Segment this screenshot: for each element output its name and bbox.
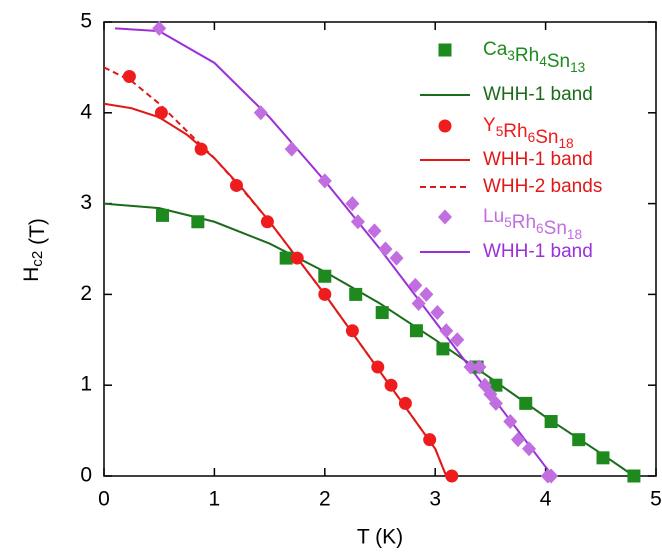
fit-line: [103, 66, 448, 477]
legend-label: Lu5Rh6Sn18: [483, 206, 583, 242]
x-tick-label: 4: [540, 488, 552, 511]
x-tick-label: 0: [98, 488, 110, 511]
data-point: [318, 269, 332, 283]
data-point: [229, 178, 243, 192]
x-axis-label: T (K): [357, 526, 403, 549]
y-tick-label: 4: [80, 100, 92, 123]
y-axis-label: Hc2 (T): [20, 218, 49, 282]
data-point: [191, 215, 205, 229]
data-point: [489, 378, 503, 392]
x-tick-label: 5: [650, 488, 662, 511]
data-point: [463, 359, 478, 375]
data-point: [156, 208, 170, 222]
legend-label: WHH-1 band: [483, 149, 593, 170]
data-point: [572, 433, 586, 447]
fit-line: [103, 102, 448, 477]
data-point: [345, 324, 359, 338]
legend-label: Y5Rh6Sn18: [483, 115, 574, 151]
data-point: [544, 468, 559, 484]
x-tick-label: 1: [209, 488, 221, 511]
data-point: [408, 277, 423, 293]
data-point: [519, 396, 533, 410]
data-point: [409, 324, 423, 338]
x-tick-label: 3: [429, 488, 441, 511]
data-point: [488, 395, 503, 411]
data-point: [154, 106, 168, 120]
x-tick-label: 2: [319, 488, 331, 511]
data-point: [419, 286, 434, 302]
data-point: [398, 396, 412, 410]
data-point: [152, 20, 167, 36]
plot-frame: [103, 21, 657, 477]
data-point: [384, 378, 398, 392]
data-point: [378, 241, 393, 257]
data-point: [411, 295, 426, 311]
y-tick-label: 0: [80, 464, 92, 487]
data-point: [472, 359, 487, 375]
data-point: [194, 142, 208, 156]
data-point: [439, 323, 454, 339]
legend-marker: [438, 119, 452, 133]
y-tick-label: 1: [80, 373, 92, 396]
data-point: [503, 414, 518, 430]
data-point: [423, 433, 437, 447]
data-point: [375, 306, 389, 320]
data-point: [350, 214, 365, 230]
data-point: [367, 223, 382, 239]
fit-line: [114, 27, 555, 477]
data-point: [436, 342, 450, 356]
data-point: [522, 441, 537, 457]
data-point: [450, 332, 465, 348]
data-point: [627, 469, 641, 483]
data-point: [122, 69, 136, 83]
data-point: [284, 141, 299, 157]
legend-label: WHH-1 band: [483, 241, 593, 262]
data-point: [371, 360, 385, 374]
legend-marker: [438, 43, 452, 57]
data-point: [253, 105, 268, 121]
y-tick-label: 3: [80, 191, 92, 214]
legend-marker: [438, 209, 452, 225]
y-tick-label: 5: [80, 10, 92, 33]
data-point: [544, 415, 558, 429]
legend-label: WHH-2 bands: [483, 176, 602, 197]
data-point: [345, 196, 360, 212]
data-point: [349, 287, 363, 301]
data-point: [318, 287, 332, 301]
data-point: [596, 451, 610, 465]
y-tick-label: 2: [80, 282, 92, 305]
data-point: [430, 305, 445, 321]
legend-label: WHH-1 band: [483, 84, 593, 105]
data-point: [389, 250, 404, 266]
data-point: [260, 215, 274, 229]
data-point: [290, 251, 304, 265]
data-point: [445, 469, 459, 483]
legend-label: Ca3Rh4Sn13: [483, 39, 585, 75]
data-point: [317, 173, 332, 189]
data-point: [279, 251, 293, 265]
data-point: [511, 432, 525, 448]
